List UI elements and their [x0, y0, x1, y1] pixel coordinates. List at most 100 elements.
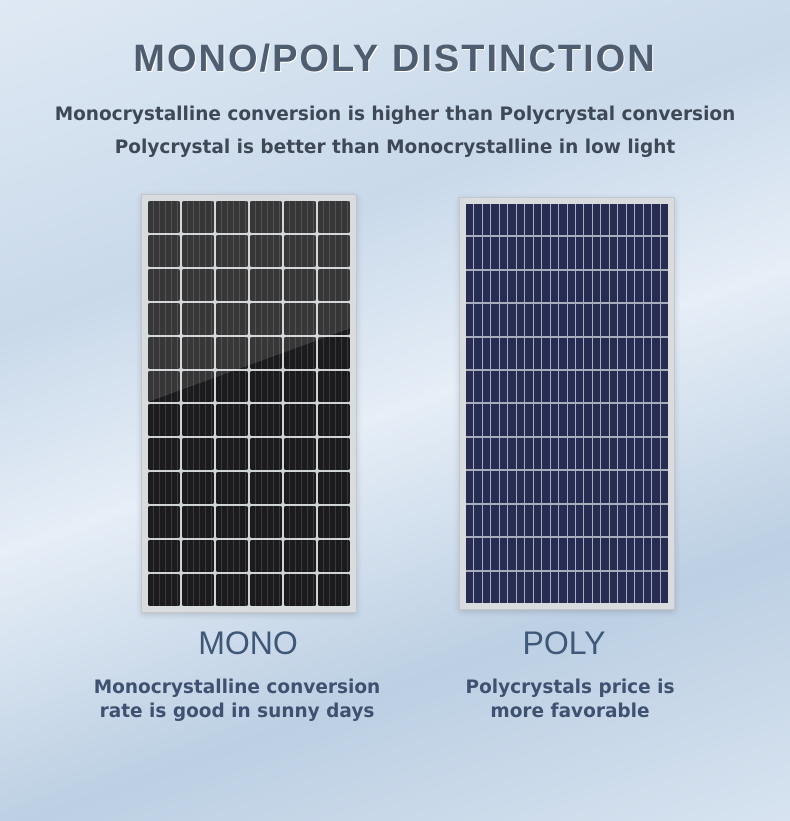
- solar-cell: [525, 270, 533, 303]
- solar-cell: [584, 237, 592, 269]
- solar-cell: [643, 437, 652, 470]
- solar-cell: [516, 237, 525, 269]
- solar-cell: [550, 404, 559, 436]
- solar-cell: [575, 337, 584, 370]
- solar-cell: [635, 204, 643, 236]
- solar-cell: [635, 471, 643, 503]
- solar-cell: [626, 538, 635, 570]
- page-title: MONO/POLY DISTINCTION: [133, 38, 657, 80]
- solar-cell: [508, 538, 516, 570]
- solar-cell: [542, 337, 550, 370]
- solar-cell: [474, 437, 482, 470]
- solar-cell: [550, 270, 559, 303]
- solar-cell: [533, 270, 542, 303]
- solar-cell: [660, 437, 668, 470]
- solar-cell: [592, 538, 601, 570]
- solar-cell: [491, 437, 499, 470]
- solar-cell: [516, 404, 525, 436]
- solar-cell: [559, 270, 567, 303]
- solar-cell: [499, 437, 508, 470]
- mono-description-line-2: rate is good in sunny days: [99, 701, 375, 722]
- solar-cell: [567, 270, 575, 303]
- solar-cell: [216, 201, 248, 233]
- solar-cell: [601, 471, 609, 503]
- solar-cell: [250, 472, 282, 505]
- solar-cell: [216, 336, 248, 369]
- solar-cell: [575, 504, 584, 537]
- solar-cell: [182, 574, 214, 606]
- solar-cell: [575, 371, 584, 403]
- solar-cell: [508, 270, 516, 303]
- solar-cell: [584, 538, 592, 570]
- solar-cell: [618, 371, 626, 403]
- solar-cell: [575, 237, 584, 269]
- solar-cell: [533, 437, 542, 470]
- solar-cell: [318, 268, 350, 301]
- solar-cell: [601, 404, 609, 436]
- solar-cell: [609, 304, 618, 336]
- solar-cell: [482, 404, 491, 436]
- solar-cell: [635, 304, 643, 336]
- solar-cell: [609, 504, 618, 537]
- solar-cell: [575, 404, 584, 436]
- solar-cell: [550, 538, 559, 570]
- solar-cell: [516, 471, 525, 503]
- solar-cell: [584, 337, 592, 370]
- solar-cell: [182, 540, 214, 573]
- solar-cell: [592, 437, 601, 470]
- solar-cell: [626, 204, 635, 236]
- solar-cell: [482, 538, 491, 570]
- solar-cell: [626, 304, 635, 336]
- solar-cell: [182, 438, 214, 471]
- subtitle-line-2: Polycrystal is better than Monocrystalli…: [114, 137, 676, 158]
- solar-cell: [491, 237, 499, 269]
- solar-cell: [499, 504, 508, 537]
- solar-cell: [466, 504, 474, 537]
- solar-cell: [609, 538, 618, 570]
- solar-cell: [575, 204, 584, 236]
- solar-cell: [652, 304, 660, 336]
- solar-cell: [609, 337, 618, 370]
- solar-cell: [601, 337, 609, 370]
- solar-cell: [567, 304, 575, 336]
- solar-cell: [482, 204, 491, 236]
- solar-cell: [550, 304, 559, 336]
- solar-cell: [550, 237, 559, 269]
- solar-cell: [491, 204, 499, 236]
- solar-cell: [516, 571, 525, 603]
- solar-cell: [482, 237, 491, 269]
- solar-cell: [482, 471, 491, 503]
- solar-cell: [660, 204, 668, 236]
- solar-cell: [584, 471, 592, 503]
- solar-cell: [643, 538, 652, 570]
- solar-cell: [491, 471, 499, 503]
- solar-cell: [499, 371, 508, 403]
- solar-cell: [567, 237, 575, 269]
- solar-cell: [559, 437, 567, 470]
- solar-cell: [466, 538, 474, 570]
- solar-cell: [284, 506, 316, 539]
- solar-cell: [575, 270, 584, 303]
- solar-cell: [575, 304, 584, 336]
- solar-cell: [609, 371, 618, 403]
- solar-cell: [474, 371, 482, 403]
- solar-cell: [182, 268, 214, 301]
- solar-cell: [542, 404, 550, 436]
- solar-cell: [660, 504, 668, 537]
- solar-cell: [626, 471, 635, 503]
- solar-cell: [216, 234, 248, 267]
- mono-solar-panel: [141, 194, 357, 613]
- solar-cell: [148, 540, 180, 573]
- solar-cell: [250, 336, 282, 369]
- solar-cell: [474, 337, 482, 370]
- solar-cell: [491, 504, 499, 537]
- solar-cell: [542, 471, 550, 503]
- solar-cell: [250, 438, 282, 471]
- solar-cell: [148, 336, 180, 369]
- solar-cell: [508, 204, 516, 236]
- solar-cell: [635, 270, 643, 303]
- solar-cell: [525, 204, 533, 236]
- solar-cell: [533, 471, 542, 503]
- solar-cell: [250, 506, 282, 539]
- solar-cell: [284, 336, 316, 369]
